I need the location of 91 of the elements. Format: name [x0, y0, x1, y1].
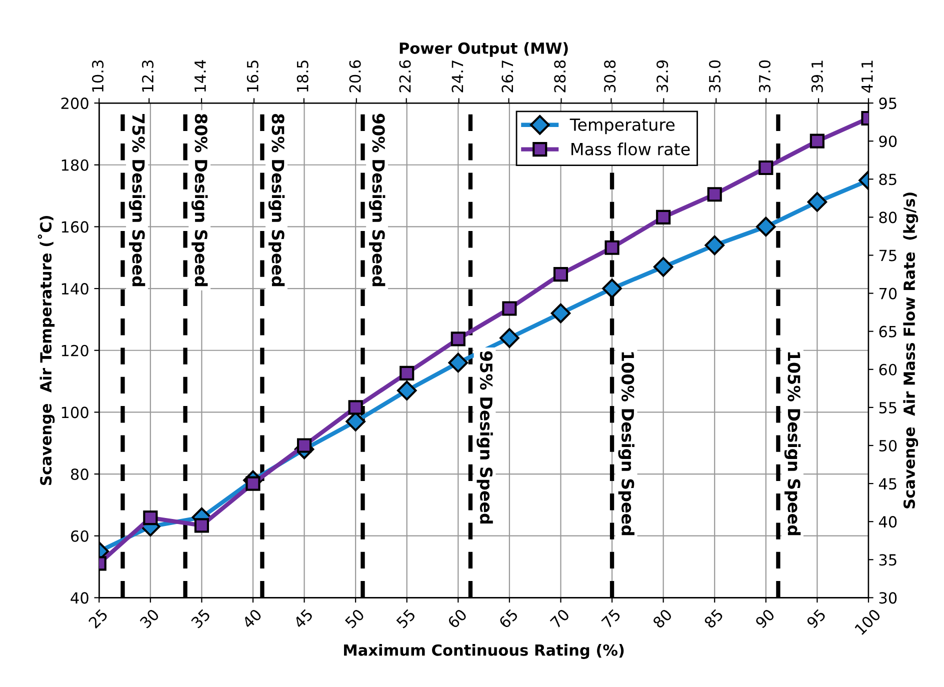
x2-tick-label: 28.8 [554, 60, 566, 92]
x2-axis-title: Power Output (MW) [400, 42, 568, 57]
y2-tick-label: 45 [878, 478, 896, 490]
y2-tick-label: 50 [879, 440, 897, 452]
y2-tick-label: 70 [879, 288, 897, 300]
x2-tick-label: 16.5 [246, 60, 258, 92]
x2-tick-label: 32.9 [656, 60, 668, 92]
point [500, 328, 520, 348]
point [810, 134, 824, 148]
point [143, 510, 158, 526]
y2-tick-label: 30 [879, 592, 897, 604]
x2-tick-label: 30.8 [604, 60, 616, 92]
y2-tick-label: 95 [879, 98, 896, 110]
point [400, 366, 414, 380]
x2-tick-label: 14.4 [194, 60, 206, 92]
x2-tick-label: 18.5 [296, 60, 308, 92]
legend-label: Mass flow rate [572, 142, 690, 156]
ref-line-label: 85% Design Speed [268, 114, 285, 286]
x-tick-label: 25 [88, 608, 108, 629]
y-axis-title: Scavenge Air Temperature (˚C) [38, 216, 55, 485]
y2-tick-label: 40 [878, 516, 897, 528]
ref-line-label: 75% Design Speed [128, 114, 146, 286]
x-tick-label: 40 [242, 608, 262, 629]
point [448, 352, 468, 373]
y-tick-label: 200 [61, 98, 88, 110]
point [604, 240, 620, 255]
x2-tick-label: 20.6 [349, 60, 361, 92]
point [756, 216, 776, 237]
x-tick-label: 35 [190, 608, 211, 629]
point [653, 257, 674, 277]
x-tick-label: 50 [344, 608, 365, 629]
point [656, 210, 671, 224]
legend-label: Temperature [570, 118, 675, 134]
y-tick-label: 40 [70, 592, 88, 604]
y2-axis-title: Scavenge Air Mass Flow Rate (kg/s) [903, 192, 918, 508]
point [602, 278, 622, 298]
y2-tick-label: 85 [879, 174, 896, 186]
y-tick-label: 60 [71, 530, 88, 542]
y2-tick-label: 80 [879, 212, 897, 224]
y-tick-label: 80 [70, 468, 88, 480]
y2-tick-label: 35 [879, 554, 896, 566]
point [707, 187, 722, 202]
y-tick-label: 120 [62, 344, 88, 356]
x2-tick-label: 12.3 [142, 60, 154, 92]
point [246, 476, 260, 491]
x-tick-label: 65 [498, 608, 519, 629]
x2-tick-label: 26.7 [502, 60, 514, 92]
x-tick-label: 80 [652, 608, 673, 629]
x2-tick-label: 37.0 [758, 60, 770, 92]
point [807, 192, 828, 212]
y2-tick-label: 65 [879, 326, 896, 338]
y-tick-label: 180 [62, 159, 88, 171]
x2-tick-label: 24.7 [452, 60, 464, 92]
x2-tick-label: 10.3 [92, 60, 104, 92]
x2-tick-label: 39.1 [811, 60, 823, 92]
y-tick-label: 160 [62, 221, 88, 233]
x-tick-label: 95 [806, 608, 826, 629]
point [758, 160, 774, 176]
x-axis-title: Maximum Continuous Rating (%) [344, 644, 624, 659]
point [348, 400, 363, 415]
x-tick-label: 100 [854, 608, 882, 636]
y2-tick-label: 60 [879, 364, 897, 376]
y-tick-label: 140 [62, 283, 88, 295]
point [553, 266, 568, 282]
point [550, 303, 571, 324]
ref-line-label: 95% Design Speed [476, 351, 493, 524]
point [502, 301, 517, 316]
y-tick-label: 100 [62, 406, 88, 418]
x2-tick-label: 35.0 [708, 60, 721, 92]
y2-tick-label: 55 [879, 402, 896, 414]
point [396, 380, 417, 400]
y2-tick-label: 75 [879, 250, 896, 262]
ref-line-label: 80% Design Speed [191, 114, 208, 286]
ref-line-label: 105% Design Speed [784, 352, 801, 536]
y2-tick-label: 90 [879, 136, 897, 148]
ref-line-label: 100% Design Speed [618, 352, 634, 536]
x-tick-label: 55 [396, 608, 416, 629]
x2-tick-label: 41.1 [862, 60, 873, 93]
x2-tick-label: 22.6 [399, 60, 411, 92]
point [296, 438, 312, 453]
x-tick-label: 75 [601, 608, 622, 629]
x-tick-label: 45 [293, 608, 314, 629]
ref-line-label: 90% Design Speed [368, 114, 386, 286]
x-tick-label: 30 [139, 608, 160, 629]
x-tick-label: 70 [550, 608, 570, 629]
x-tick-label: 85 [703, 608, 724, 629]
point [450, 332, 466, 346]
point [704, 235, 724, 256]
x-tick-label: 90 [754, 608, 776, 629]
x-tick-label: 60 [447, 608, 468, 629]
point [194, 518, 209, 533]
